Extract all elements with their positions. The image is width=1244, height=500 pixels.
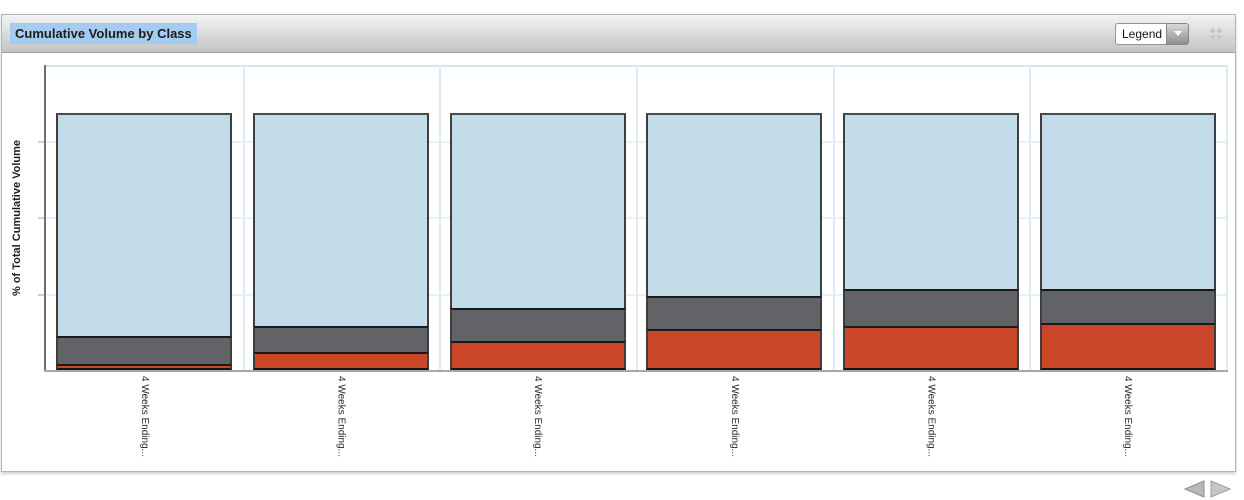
x-axis-label: 4 Weeks Ending... bbox=[335, 376, 347, 457]
bar-segment-gray[interactable] bbox=[56, 336, 233, 365]
y-axis-tick bbox=[38, 217, 44, 219]
bar-segment-gray[interactable] bbox=[253, 325, 429, 352]
pagination-controls bbox=[1183, 480, 1232, 498]
x-axis-label: 4 Weeks Ending... bbox=[532, 376, 544, 457]
bar-segment-red[interactable] bbox=[843, 325, 1020, 370]
x-axis-labels: 4 Weeks Ending... 4 Weeks Ending... 4 We… bbox=[46, 376, 1226, 468]
category-band bbox=[439, 113, 636, 370]
prev-page-button[interactable] bbox=[1183, 480, 1205, 498]
legend-dropdown-value[interactable]: Legend bbox=[1115, 22, 1166, 45]
gridline-vertical bbox=[1029, 65, 1031, 370]
bar-segment-red[interactable] bbox=[253, 351, 429, 370]
gridline-vertical bbox=[439, 65, 441, 370]
x-axis-label: 4 Weeks Ending... bbox=[728, 376, 740, 457]
x-axis-label: 4 Weeks Ending... bbox=[1122, 376, 1134, 457]
y-axis-line bbox=[44, 65, 46, 370]
legend-dropdown-button[interactable] bbox=[1166, 22, 1189, 45]
bar-segment-light-blue[interactable] bbox=[56, 113, 233, 337]
stacked-bar[interactable] bbox=[449, 113, 626, 370]
next-page-button[interactable] bbox=[1210, 480, 1232, 498]
bar-segment-gray[interactable] bbox=[1039, 288, 1216, 323]
x-axis-label: 4 Weeks Ending... bbox=[138, 376, 150, 457]
gridline-vertical bbox=[1226, 65, 1228, 370]
widget-header: Cumulative Volume by Class Legend bbox=[2, 15, 1235, 53]
bar-segment-red[interactable] bbox=[449, 340, 626, 370]
gridline-vertical bbox=[636, 65, 638, 370]
bar-segment-light-blue[interactable] bbox=[1039, 113, 1216, 289]
bar-segment-red[interactable] bbox=[56, 364, 233, 370]
plot-area bbox=[46, 113, 1226, 370]
y-axis-title: % of Total Cumulative Volume bbox=[11, 139, 23, 296]
gridline-vertical bbox=[833, 65, 835, 370]
stacked-bar[interactable] bbox=[253, 113, 429, 370]
chart-widget-panel: Cumulative Volume by Class Legend bbox=[1, 14, 1236, 472]
x-axis-line bbox=[44, 370, 1228, 372]
legend-dropdown[interactable]: Legend bbox=[1115, 22, 1189, 45]
stacked-bar[interactable] bbox=[1039, 113, 1216, 370]
y-axis-tick bbox=[38, 294, 44, 296]
widget-title[interactable]: Cumulative Volume by Class bbox=[10, 23, 197, 44]
category-band bbox=[636, 113, 833, 370]
stacked-bar[interactable] bbox=[56, 113, 233, 370]
stacked-bar[interactable] bbox=[646, 113, 823, 370]
collapse-arrows-icon[interactable] bbox=[1207, 25, 1225, 43]
bar-segment-red[interactable] bbox=[646, 328, 823, 370]
bar-segment-light-blue[interactable] bbox=[646, 113, 823, 296]
bar-segment-red[interactable] bbox=[1039, 322, 1216, 370]
bar-segment-gray[interactable] bbox=[843, 288, 1020, 326]
bar-segment-light-blue[interactable] bbox=[253, 113, 429, 326]
y-axis-tick bbox=[38, 141, 44, 143]
bar-segment-light-blue[interactable] bbox=[843, 113, 1020, 289]
chevron-down-icon bbox=[1173, 31, 1182, 36]
x-axis-label: 4 Weeks Ending... bbox=[925, 376, 937, 457]
category-band bbox=[833, 113, 1030, 370]
chart-area: % of Total Cumulative Volume bbox=[2, 53, 1233, 469]
stacked-bar[interactable] bbox=[843, 113, 1020, 370]
gridline-vertical bbox=[243, 65, 245, 370]
category-band bbox=[1029, 113, 1226, 370]
category-band bbox=[243, 113, 440, 370]
bar-segment-gray[interactable] bbox=[449, 307, 626, 341]
category-band bbox=[46, 113, 243, 370]
bar-segment-light-blue[interactable] bbox=[449, 113, 626, 308]
header-controls: Legend bbox=[1115, 15, 1225, 52]
bar-segment-gray[interactable] bbox=[646, 295, 823, 329]
